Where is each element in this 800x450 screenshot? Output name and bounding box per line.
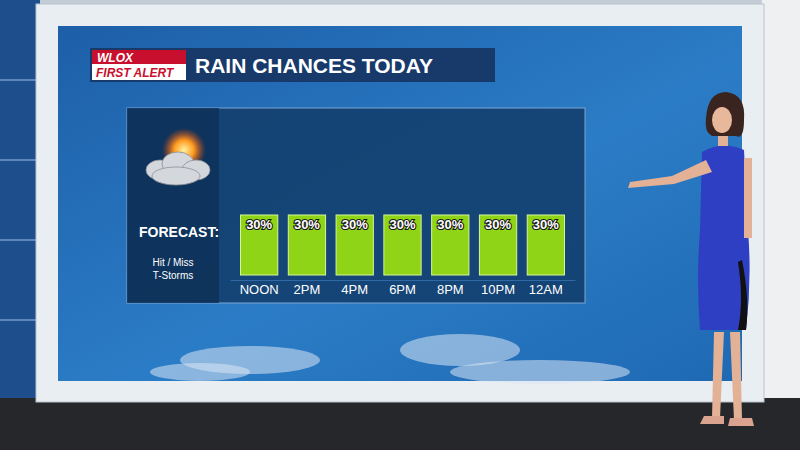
bar — [241, 215, 278, 275]
screen — [58, 26, 742, 381]
side-panel-line — [0, 319, 40, 321]
tick-label: NOON — [240, 282, 279, 297]
x-axis: NOON 2PM 4PM 6PM 8PM 10PM 12AM — [231, 280, 576, 297]
side-panel — [0, 0, 40, 400]
data-labels: 30% 30% 30% 30% 30% 30% 30% — [246, 217, 559, 232]
tick: NOON — [240, 280, 279, 297]
shoes — [700, 416, 754, 426]
face — [712, 107, 732, 133]
bar — [527, 215, 564, 275]
axis-line — [231, 280, 576, 281]
presenter — [628, 92, 754, 426]
logo-bottom — [92, 64, 186, 80]
studio — [0, 0, 800, 450]
tick: 10PM — [481, 280, 515, 297]
bar — [432, 215, 469, 275]
logo-top — [92, 50, 186, 64]
data-label: 30% — [389, 217, 415, 232]
logo-tag: FIRST ALERT — [96, 66, 175, 80]
right-wall — [762, 0, 800, 400]
title-bar — [90, 48, 495, 82]
chart-title: RAIN CHANCES TODAY — [195, 54, 433, 77]
tick: 12AM — [529, 280, 563, 297]
side-panel-line — [0, 159, 40, 161]
tick: 6PM — [389, 280, 416, 297]
bars — [241, 215, 565, 275]
data-label: 30% — [533, 217, 559, 232]
tick-label: 2PM — [294, 282, 321, 297]
panel — [127, 108, 585, 303]
tick: 8PM — [437, 280, 464, 297]
legs — [712, 332, 742, 420]
tick-label: 6PM — [389, 282, 416, 297]
screen-cloud — [450, 360, 630, 384]
data-label: 30% — [485, 217, 511, 232]
arm — [628, 160, 712, 188]
bar — [288, 215, 325, 275]
chart-root: WLOXFIRST ALERT RAIN CHANCES TODAY FORECAS… — [0, 0, 800, 450]
panel-label-column — [127, 108, 219, 303]
dress-side — [738, 260, 747, 330]
data-label: 30% — [342, 217, 368, 232]
logo-station: WLOX — [97, 51, 134, 65]
data-label: 30% — [437, 217, 463, 232]
row-label: FORECAST: — [139, 224, 219, 240]
weather-icon — [146, 128, 210, 185]
hair — [706, 92, 745, 137]
tick-label: 8PM — [437, 282, 464, 297]
tick-label: 12AM — [529, 282, 563, 297]
screen-bezel — [36, 4, 764, 402]
screen-cloud — [150, 363, 250, 381]
data-label: 30% — [246, 217, 272, 232]
side-panel-line — [0, 239, 40, 241]
cloud — [152, 167, 200, 185]
studio-wall — [0, 0, 800, 450]
bar — [336, 215, 373, 275]
tick-label: 4PM — [341, 282, 368, 297]
tick-label: 10PM — [481, 282, 515, 297]
arm-right — [744, 158, 752, 238]
tick: 2PM — [294, 280, 321, 297]
floor — [0, 398, 800, 450]
data-label: 30% — [294, 217, 320, 232]
bar — [384, 215, 421, 275]
side-panel-line — [0, 79, 40, 81]
bar — [479, 215, 516, 275]
chart-svg: WLOXFIRST ALERT RAIN CHANCES TODAY FORECAS… — [0, 0, 800, 450]
row-sublabel: Hit / MissT-Storms — [152, 257, 193, 281]
tick: 4PM — [341, 280, 368, 297]
